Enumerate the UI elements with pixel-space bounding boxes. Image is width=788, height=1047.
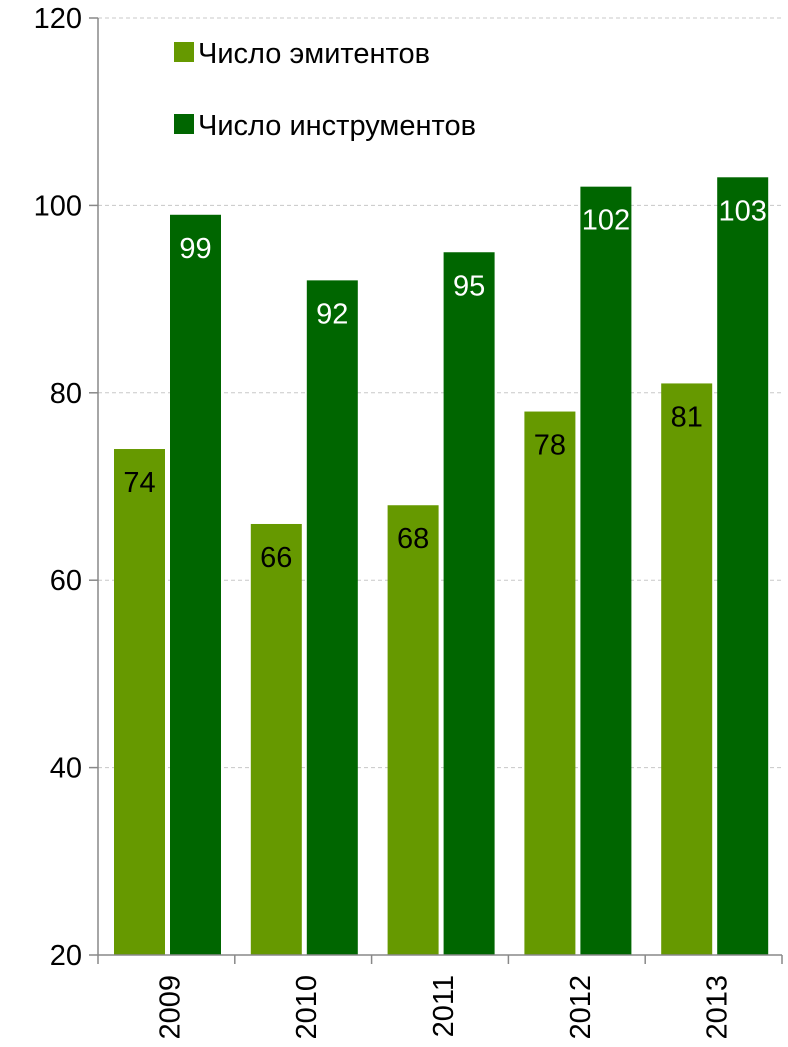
x-tick-label-2010: 2010 [291, 975, 323, 1040]
bar-instruments-2010 [306, 280, 358, 955]
data-label-instruments-2009: 99 [179, 233, 211, 265]
y-tick-label-120: 120 [34, 3, 82, 35]
legend-swatch-issuers [174, 42, 194, 62]
x-tick-label-2013: 2013 [702, 975, 734, 1040]
data-label-issuers-2009: 74 [123, 467, 155, 499]
x-tick-label-2009: 2009 [154, 975, 186, 1040]
bar-issuers-2011 [387, 505, 439, 955]
bar-instruments-2012 [580, 186, 632, 955]
bar-issuers-2012 [524, 411, 576, 955]
data-label-instruments-2013: 103 [719, 195, 767, 227]
data-labels: 74 99 66 92 68 95 78 102 81 103 [123, 195, 767, 574]
y-tick-label-100: 100 [34, 190, 82, 222]
y-tick-label-40: 40 [50, 753, 82, 785]
bar-instruments-2009 [170, 214, 221, 955]
data-label-issuers-2010: 66 [260, 542, 292, 574]
y-tick-label-60: 60 [50, 565, 82, 597]
data-label-instruments-2010: 92 [316, 298, 348, 330]
y-tick-label-20: 20 [50, 940, 82, 972]
data-label-instruments-2011: 95 [453, 270, 485, 302]
bar-issuers-2013 [661, 383, 713, 955]
bar-issuers-2010 [250, 523, 302, 955]
data-label-instruments-2012: 102 [582, 205, 630, 237]
legend-label-instruments: Число инструментов [198, 110, 476, 142]
legend-swatch-instruments [174, 114, 194, 134]
y-tick-label-80: 80 [50, 378, 82, 410]
data-label-issuers-2013: 81 [671, 401, 703, 433]
legend-label-issuers: Число эмитентов [198, 38, 430, 70]
data-label-issuers-2011: 68 [397, 523, 429, 555]
data-label-issuers-2012: 78 [534, 430, 566, 462]
bar-instruments-2011 [443, 252, 495, 955]
x-tick-label-2012: 2012 [565, 975, 597, 1040]
legend: Число эмитентов Число инструментов [174, 38, 476, 142]
bar-instruments-2013 [717, 177, 769, 956]
axes: 20 40 60 80 100 120 2009 2010 2011 2012 2013 [34, 3, 783, 1040]
bars [114, 177, 769, 956]
bar-issuers-2009 [114, 449, 165, 955]
x-tick-label-2011: 2011 [428, 975, 460, 1037]
